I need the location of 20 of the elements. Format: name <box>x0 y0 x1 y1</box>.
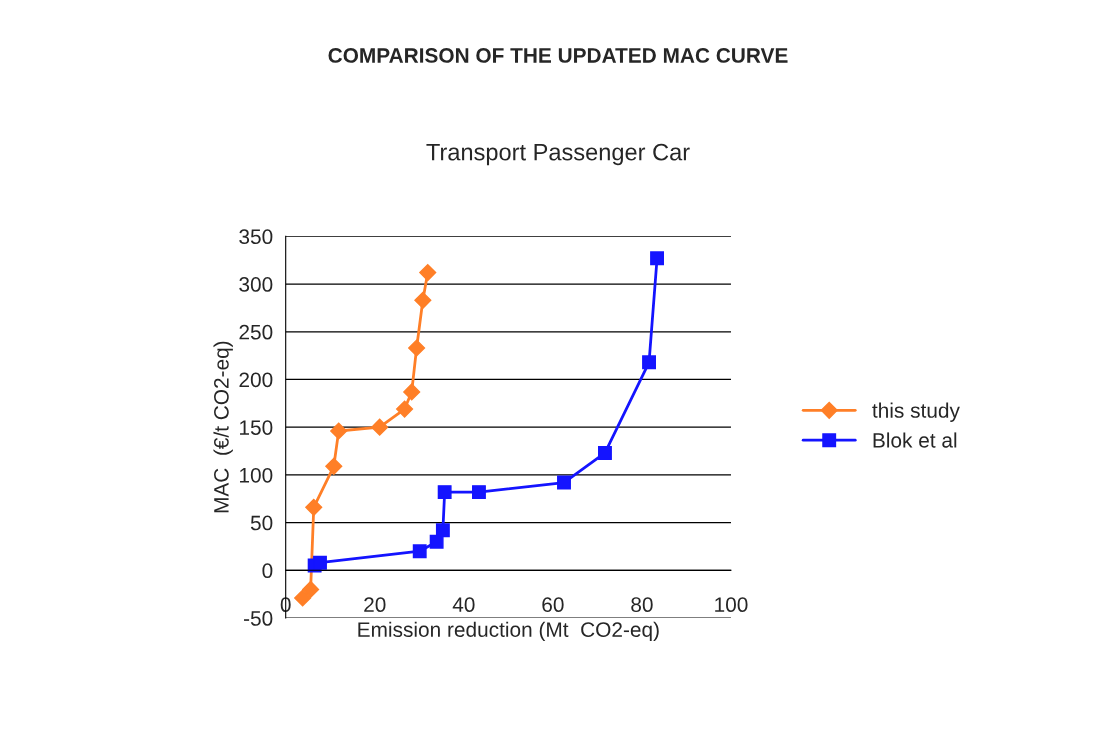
y-axis-title: MAC (€/t CO2-eq) <box>213 341 233 513</box>
y-tick-label: 150 <box>240 420 273 435</box>
chart-title: COMPARISON OF THE UPDATED MAC CURVE <box>328 48 788 63</box>
y-tick-label: 350 <box>239 229 273 245</box>
x-tick-label: 100 <box>715 597 748 613</box>
legend-label: this study <box>872 402 960 422</box>
y-tick-label: 300 <box>239 277 273 292</box>
y-tick-label: 250 <box>239 324 273 340</box>
legend-label: Blok et al <box>873 432 957 448</box>
chart-subtitle: Transport Passenger Car <box>426 143 690 166</box>
y-tick-label: -50 <box>244 611 273 626</box>
x-tick-label: 80 <box>631 597 653 613</box>
x-tick-label: 60 <box>542 597 564 613</box>
y-tick-label: 0 <box>262 563 273 579</box>
x-axis-title: Emission reduction (Mt CO2-eq) <box>358 621 659 642</box>
y-tick-label: 100 <box>240 467 273 483</box>
x-tick-label: 20 <box>364 597 386 613</box>
y-tick-label: 200 <box>239 372 273 388</box>
y-tick-label: 50 <box>250 515 273 531</box>
x-tick-label: 40 <box>452 597 475 613</box>
